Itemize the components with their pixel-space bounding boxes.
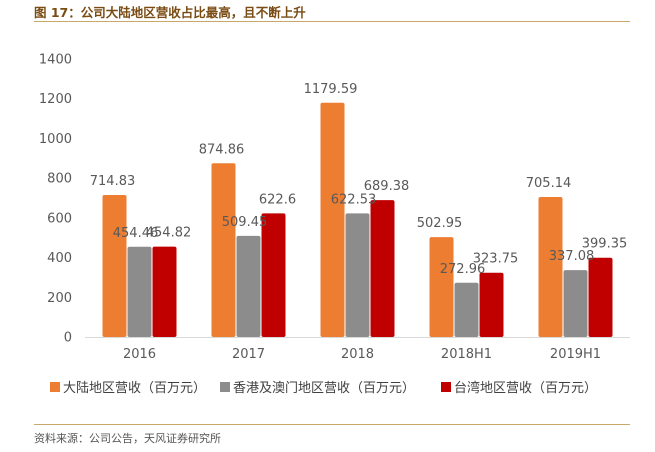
bar	[211, 163, 236, 337]
bar-value-label: 337.08	[549, 249, 595, 264]
bar-value-label: 502.95	[417, 216, 463, 231]
bar-value-label: 714.83	[90, 174, 136, 189]
bar-value-label: 272.96	[440, 262, 486, 277]
legend-label: 香港及澳门地区营收（百万元）	[233, 380, 415, 396]
bar	[370, 200, 395, 337]
bar	[236, 235, 261, 337]
x-tick-label: 2019H1	[550, 347, 601, 362]
bar-value-label: 622.6	[259, 192, 296, 207]
bar	[102, 195, 127, 337]
bar	[127, 246, 152, 337]
bar	[454, 282, 479, 337]
y-tick-label: 0	[64, 331, 72, 346]
bar	[261, 213, 286, 337]
bar	[588, 257, 613, 337]
legend-swatch	[50, 382, 60, 392]
x-tick-label: 2018H1	[441, 347, 492, 362]
y-tick-label: 1400	[39, 53, 72, 68]
bar	[538, 196, 563, 337]
x-axis: 2016 2017 2018 2018H1 2019H1	[123, 347, 601, 362]
bar	[429, 237, 454, 337]
bar-value-label: 874.86	[199, 142, 245, 157]
legend-label: 台湾地区营收（百万元）	[454, 380, 597, 396]
legend-swatch	[220, 382, 230, 392]
bar-value-label: 1179.59	[304, 82, 358, 97]
bar-value-label: 689.38	[364, 179, 410, 194]
y-tick-label: 1200	[39, 92, 72, 107]
bar-value-label: 454.46	[113, 226, 159, 241]
y-tick-label: 200	[47, 291, 72, 306]
y-tick-label: 800	[47, 172, 72, 187]
y-axis: 0 200 400 600 800 1000 1200 1400	[39, 53, 72, 346]
bar-value-label: 509.45	[222, 215, 268, 230]
bar-chart: 0 200 400 600 800 1000 1200 1400 714.83 454.4645…	[39, 53, 630, 396]
bar-series	[102, 102, 613, 338]
x-tick-label: 2018	[341, 347, 374, 362]
y-tick-label: 600	[47, 211, 72, 226]
bar-value-label: 454.82	[146, 226, 192, 241]
legend-swatch	[441, 382, 451, 392]
figure-title: 图 17：公司大陆地区营收占比最高，且不断上升	[34, 5, 306, 20]
bar-value-label: 399.35	[582, 237, 628, 252]
bar	[345, 213, 370, 337]
bar	[563, 270, 588, 337]
bar	[152, 246, 177, 337]
source-note: 资料来源：公司公告，天风证券研究所	[34, 432, 221, 445]
legend-label: 大陆地区营收（百万元）	[63, 380, 206, 396]
x-tick-label: 2016	[123, 347, 156, 362]
bar-value-label: 622.53	[331, 192, 377, 207]
bar	[479, 272, 504, 337]
legend: 大陆地区营收（百万元） 香港及澳门地区营收（百万元） 台湾地区营收（百万元）	[50, 380, 597, 396]
y-tick-label: 400	[47, 251, 72, 266]
footer-divider	[34, 424, 630, 425]
bar-value-label: 705.14	[526, 176, 572, 191]
title-divider	[34, 21, 630, 22]
x-tick-label: 2017	[232, 347, 265, 362]
bar	[320, 102, 345, 338]
y-tick-label: 1000	[39, 132, 72, 147]
bar-value-label: 323.75	[473, 252, 519, 267]
